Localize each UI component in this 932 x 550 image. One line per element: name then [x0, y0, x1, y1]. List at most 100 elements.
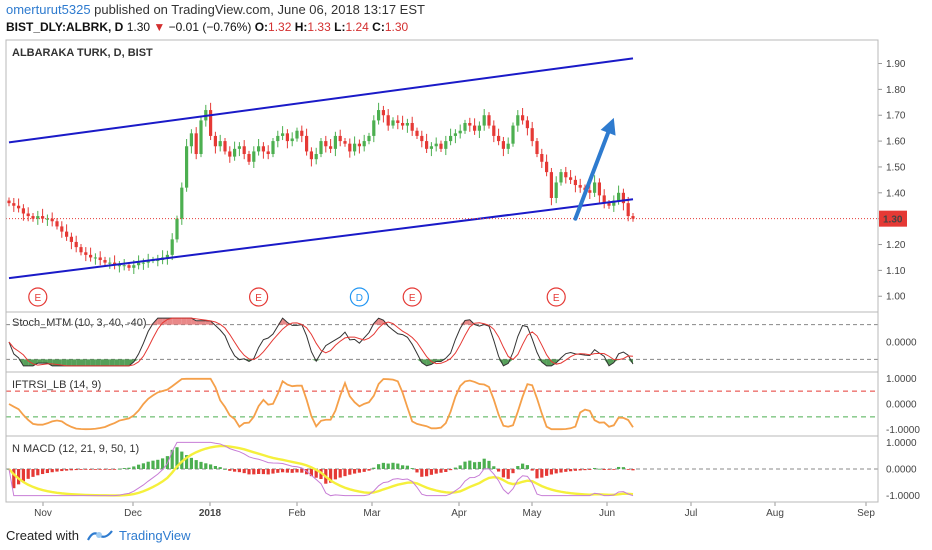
stoch-fill-segment [541, 359, 547, 366]
nmacd-histogram-bar [458, 465, 462, 469]
close-value: 1.30 [384, 20, 409, 34]
nmacd-histogram-bar [415, 469, 419, 473]
candle-body [540, 154, 544, 162]
candle-body [492, 125, 496, 136]
event-marker-circle [249, 287, 269, 307]
nmacd-histogram-bar [343, 469, 347, 477]
nmacd-histogram-bar [300, 469, 304, 473]
tradingview-brand[interactable]: TradingView [118, 527, 191, 543]
candle-body [55, 221, 59, 227]
stoch-fill-segment [81, 359, 86, 366]
nmacd-histogram-bar [617, 466, 621, 469]
nmacd-histogram-bar [98, 469, 102, 470]
candle-body [122, 265, 126, 267]
candle-body [228, 151, 232, 157]
stoch-fill-segment [546, 359, 552, 366]
author-link[interactable]: omerturut5325 [6, 2, 91, 17]
candle-body [276, 135, 280, 142]
nmacd-histogram-bar [45, 469, 49, 474]
nmacd-histogram-bar [569, 469, 573, 472]
iftrsi-pane[interactable]: IFTRSI_LB (14, 9) 1.0000 0.0000 -1.0000 [6, 374, 920, 436]
candle-body [84, 252, 88, 255]
candle-body [180, 187, 184, 219]
nmacd-pane[interactable]: N MACD (12, 21, 9, 50, 1) 1.0000 0.0000 -1.… [6, 438, 920, 502]
earnings-marker: E [402, 287, 422, 307]
candle-body [98, 257, 102, 261]
time-tick-label: Nov [34, 508, 52, 519]
nmacd-histogram-bar [194, 460, 198, 469]
candle-body [530, 128, 534, 142]
candle-body [89, 254, 93, 258]
nmacd-histogram-bar [357, 469, 361, 473]
nmacd-histogram-bar [559, 469, 563, 473]
stoch-fill-segment [76, 359, 81, 366]
nmacd-histogram-bar [41, 469, 45, 475]
stoch-fill-segment [167, 318, 173, 325]
open-label: O: [254, 20, 269, 34]
stoch-fill-segment [460, 320, 465, 325]
time-axis[interactable]: Nov Dec 2018 Feb Mar Apr May Jun Jul Aug Sep [34, 502, 875, 519]
candle-body [468, 122, 472, 126]
candle-body [405, 122, 409, 126]
stoch-fill-segment [61, 359, 67, 366]
nmacd-histogram-bar [516, 466, 520, 469]
nmacd-histogram-bar [189, 457, 193, 469]
candle-body [74, 241, 78, 248]
stoch-fill-segment [503, 359, 509, 366]
nmacd-tick-label: 0.0000 [886, 465, 917, 476]
nmacd-histogram-bar [108, 469, 112, 470]
stoch-fill-segment [436, 359, 441, 362]
nmacd-histogram-bar [233, 469, 237, 472]
nmacd-histogram-bar [540, 469, 544, 478]
low-value: 1.24 [345, 20, 369, 34]
event-marker-label: E [34, 293, 41, 304]
nmacd-histogram-bar [93, 469, 97, 470]
nmacd-histogram-bar [127, 467, 131, 469]
candle-body [185, 146, 189, 188]
stoch-mtm-pane[interactable]: Stoch_MTM (10, 3, 40, -40) 0.0000 [6, 317, 917, 367]
candle-body [506, 143, 510, 149]
nmacd-histogram-bar [583, 469, 587, 471]
nmacd-histogram-bar [386, 463, 390, 469]
candle-body [626, 203, 630, 217]
nmacd-histogram-bar [161, 458, 165, 469]
iftrsi-tick-label: 1.0000 [886, 374, 917, 385]
candle-body [343, 141, 347, 144]
candle-body [367, 135, 371, 142]
nmacd-histogram-bar [377, 464, 381, 469]
candle-body [386, 115, 390, 126]
candle-body [7, 200, 11, 204]
candle-body [381, 110, 385, 116]
candle-body [554, 182, 558, 198]
earnings-marker: E [249, 287, 269, 307]
nmacd-tick-label: 1.0000 [886, 438, 917, 449]
tradingview-logo-icon [87, 530, 113, 541]
stoch-fill-segment [604, 359, 609, 366]
candle-body [501, 141, 505, 149]
candle-body [194, 133, 198, 155]
candle-body [26, 213, 30, 217]
nmacd-histogram-bar [60, 469, 64, 472]
iftrsi-tick-label: -1.0000 [886, 425, 920, 436]
event-marker-label: E [409, 293, 416, 304]
price-tick-label: 1.70 [886, 111, 906, 122]
stoch-tick-label: 0.0000 [886, 338, 917, 349]
stoch-fill-segment [119, 359, 125, 366]
candle-body [521, 115, 525, 121]
price-pane[interactable]: 1.90 1.80 1.70 1.60 1.50 1.40 1.30 1.20 1.10 1.00… [6, 47, 907, 307]
time-tick-label: 2018 [199, 508, 222, 519]
candle-body [261, 146, 265, 152]
high-label: H: [294, 20, 308, 34]
stoch-fill-segment [66, 359, 72, 366]
nmacd-histogram-bar [453, 467, 457, 469]
candle-body [324, 141, 328, 147]
candle-body [108, 262, 112, 264]
candle-body [420, 135, 424, 142]
candle-body [362, 141, 366, 147]
candle-body [165, 254, 169, 258]
candle-body [237, 146, 241, 149]
candle-body [103, 260, 107, 263]
nmacd-histogram-bar [55, 469, 59, 472]
nmacd-histogram-bar [602, 469, 606, 470]
